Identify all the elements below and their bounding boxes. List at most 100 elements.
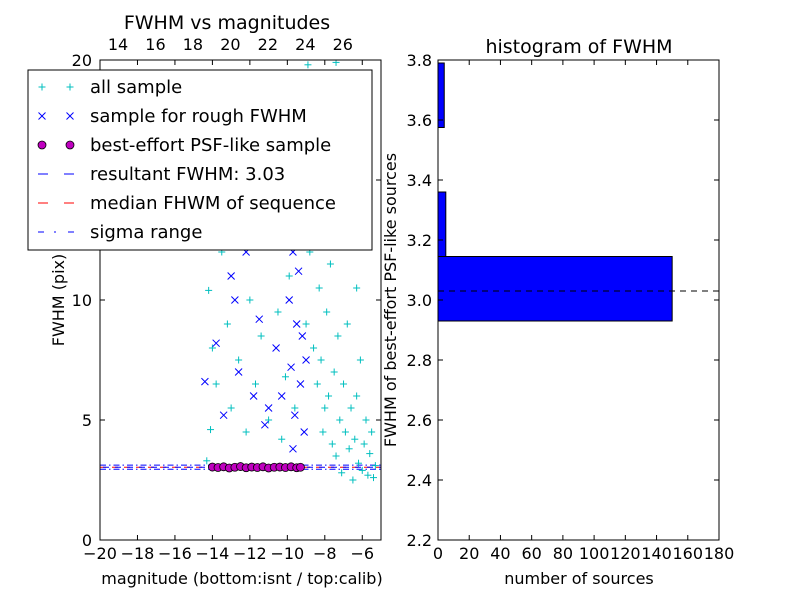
- rough-fwhm-point-b: [296, 380, 305, 388]
- legend-x-marker: [66, 112, 74, 120]
- rough-fwhm-point-b: [287, 363, 295, 372]
- legend-entry-label: sample for rough FWHM: [90, 106, 307, 127]
- rough-fwhm-point: [227, 272, 235, 280]
- rough-fwhm-point: [219, 411, 228, 420]
- hist-y-tick-label: 3.4: [407, 171, 432, 190]
- all-sample-point: [338, 469, 346, 477]
- all-sample-point: [223, 320, 231, 328]
- all-sample-point: [360, 440, 368, 448]
- top-x-tick-label: 22: [258, 35, 278, 54]
- legend-box: [27, 69, 373, 251]
- hist-y-tick-label: 3.2: [407, 231, 432, 250]
- rough-fwhm-point: [296, 380, 305, 388]
- all-sample-point: [347, 404, 355, 412]
- hist-x-tick-label: 60: [521, 544, 541, 563]
- rough-fwhm-point: [292, 320, 301, 328]
- rough-fwhm-point-b: [294, 267, 303, 276]
- all-sample-point: [205, 286, 213, 294]
- all-sample-point: [203, 457, 211, 465]
- all-sample-point: [349, 476, 357, 484]
- all-sample-point: [358, 466, 366, 474]
- rough-fwhm-point-b: [292, 320, 301, 328]
- all-sample-point: [368, 428, 376, 436]
- all-sample-point: [212, 380, 220, 388]
- all-sample-point: [319, 428, 327, 436]
- rough-fwhm-point: [260, 420, 269, 429]
- all-sample-point: [302, 320, 310, 328]
- histogram-bar: [437, 62, 445, 128]
- legend-entry-label: sigma range: [90, 222, 202, 243]
- hist-x-tick-label: 140: [641, 544, 672, 563]
- rough-fwhm-point: [231, 296, 239, 304]
- legend-entry-label: best-effort PSF-like sample: [90, 135, 331, 156]
- histogram-chart: 0 20 40 60 80 100 120 140 160 180 2.2 2.4 2.6 2.8 3.0 3…: [381, 36, 734, 588]
- hist-x-tick-label: 40: [490, 544, 510, 563]
- hist-x-tick-label: 160: [673, 544, 704, 563]
- histogram-bar: [437, 256, 673, 322]
- legend-x-marker: [38, 112, 46, 120]
- hist-x-tick-label: 20: [459, 544, 479, 563]
- rough-fwhm-point: [298, 332, 307, 340]
- histogram-title: histogram of FWHM: [485, 36, 672, 58]
- rough-fwhm-point-b: [290, 411, 299, 420]
- rough-fwhm-point-b: [277, 392, 286, 400]
- scatter-y-label: FWHM (pix): [49, 254, 68, 347]
- rough-fwhm-point-b: [272, 344, 280, 352]
- rough-fwhm-point-b: [255, 315, 264, 324]
- scatter-chart: −20 −18 −16 −14 −12 −10 −8 −6 14 16 18 20 22 24 26 0 5 10…: [27, 12, 383, 588]
- legend-x-marker-b: [66, 112, 74, 120]
- all-sample-point: [340, 380, 348, 388]
- x-tick-label: −6: [350, 544, 374, 563]
- rough-fwhm-point: [264, 404, 273, 412]
- hist-x-tick-label: 100: [579, 544, 610, 563]
- legend-entry-label: median FHWM of sequence: [90, 193, 336, 214]
- all-sample-point: [317, 356, 325, 364]
- rough-fwhm-point-b: [300, 428, 309, 436]
- rough-fwhm-point: [249, 392, 258, 400]
- rough-fwhm-point: [290, 411, 299, 420]
- scatter-x-label: magnitude (bottom:isnt / top:calib): [101, 569, 382, 588]
- rough-fwhm-point-b: [219, 411, 228, 420]
- all-sample-point: [353, 392, 361, 400]
- hist-y-tick-label: 2.6: [407, 411, 432, 430]
- all-sample-point: [345, 445, 353, 453]
- psf-like-point: [296, 462, 305, 472]
- y-tick-label: 0: [82, 531, 92, 550]
- all-sample-point: [325, 392, 333, 400]
- hist-y-tick-label: 2.4: [407, 471, 432, 490]
- rough-fwhm-point-b: [289, 444, 297, 453]
- all-sample-point: [364, 471, 372, 479]
- hist-x-tick-label: 180: [704, 544, 735, 563]
- x-tick-label: −8: [313, 544, 337, 563]
- all-sample-point: [362, 416, 370, 424]
- x-tick-label: −14: [196, 544, 230, 563]
- x-tick-label: −18: [121, 544, 155, 563]
- legend-plus-marker: [38, 83, 46, 91]
- histogram-axis-ticks: 0 20 40 60 80 100 120 140 160 180 2.2 2.4 2.6 2.8 3.0 3…: [407, 51, 735, 563]
- scatter-title: FWHM vs magnitudes: [124, 12, 330, 34]
- all-sample-point: [274, 308, 282, 316]
- all-sample-point: [278, 435, 286, 443]
- rough-fwhm-point: [201, 377, 209, 386]
- legend: all sample sample for rough FWHM best-effo…: [27, 69, 373, 251]
- legend-entry-label: all sample: [90, 77, 182, 98]
- all-sample-point: [257, 332, 265, 340]
- hist-y-tick-label: 3.6: [407, 111, 432, 130]
- y-tick-label: 5: [82, 411, 92, 430]
- all-sample-point: [343, 320, 351, 328]
- rough-fwhm-point: [277, 392, 286, 400]
- rough-fwhm-point-b: [234, 368, 243, 376]
- all-sample-point: [332, 452, 340, 460]
- all-sample-point: [208, 344, 216, 352]
- legend-circle-marker: [65, 140, 75, 150]
- all-sample-point: [235, 356, 243, 364]
- rough-fwhm-point: [300, 428, 309, 436]
- all-sample-point: [281, 373, 289, 381]
- all-sample-point: [366, 450, 374, 458]
- hist-y-tick-label: 2.2: [407, 531, 432, 550]
- rough-fwhm-point-b: [249, 392, 258, 400]
- top-x-tick-label: 20: [220, 35, 240, 54]
- all-sample-point: [315, 284, 323, 292]
- all-sample-point: [227, 404, 235, 412]
